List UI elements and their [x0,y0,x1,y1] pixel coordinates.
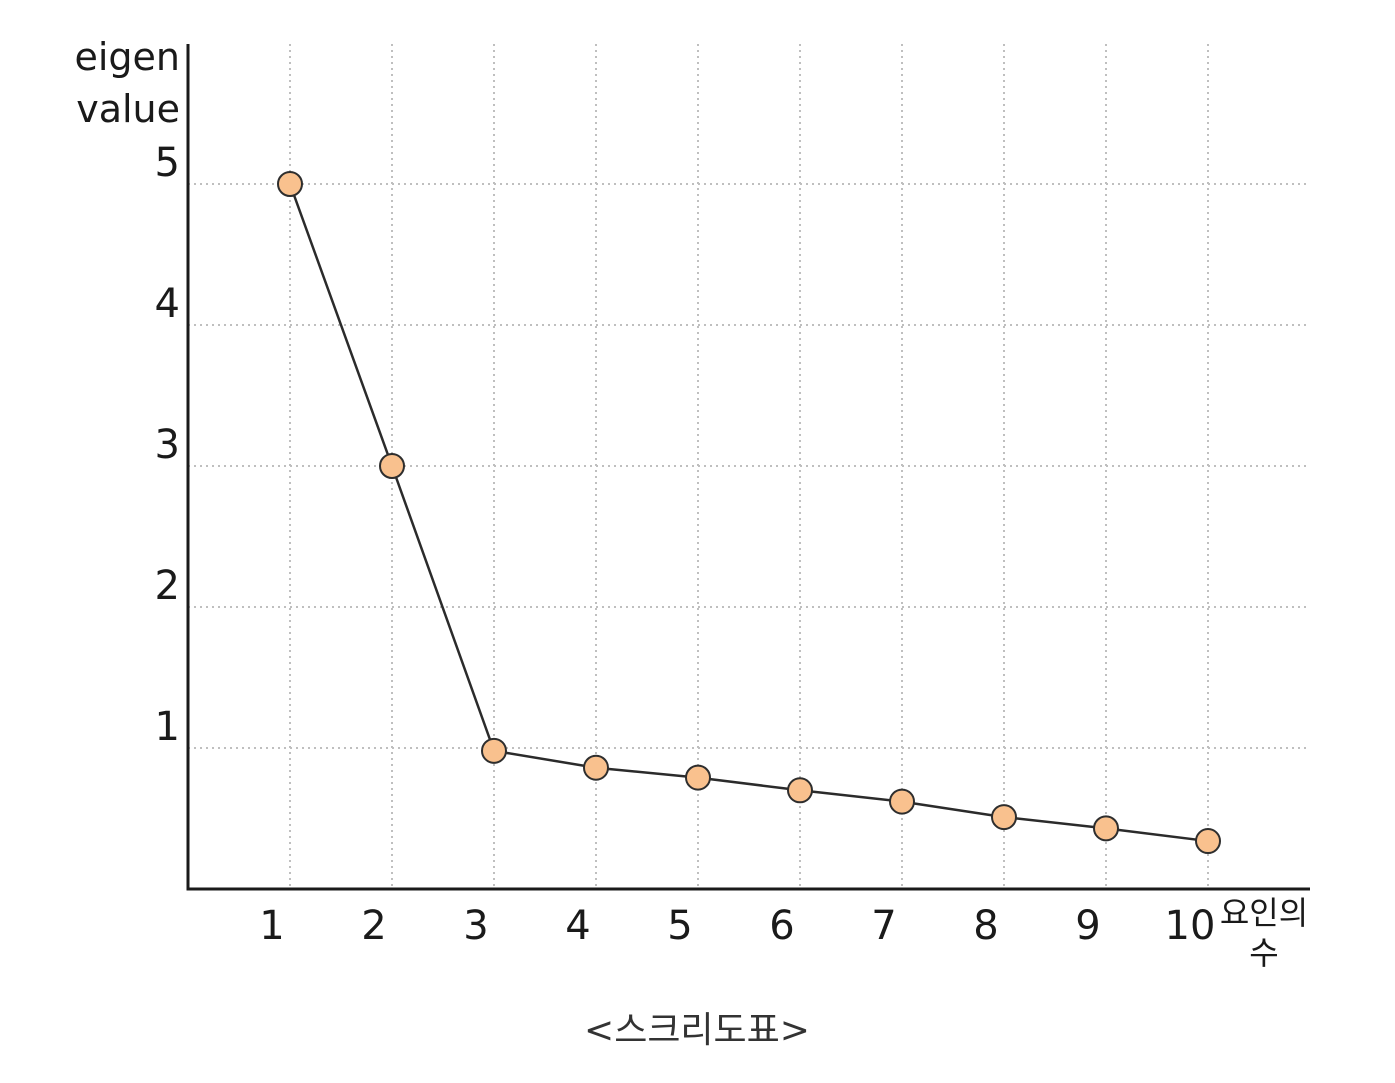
y-tick-label-1: 1 [155,704,180,750]
data-point-7 [889,788,915,815]
x-tick-label-10: 10 [1165,903,1216,949]
x-tick-label-9: 9 [1075,903,1100,949]
eigenvalue-series [277,171,1221,855]
x-tick-label-3: 3 [463,903,488,949]
chart-caption: <스크리도표> [584,1010,810,1051]
data-point-3 [481,737,507,764]
x-tick-label-6: 6 [769,903,794,949]
data-point-5 [685,764,711,791]
x-axis-title-line-2: 수 [1249,934,1278,972]
tick-labels: 1 2 3 4 5 1 2 3 4 5 6 7 8 9 10 [155,140,1216,949]
y-axis-title-line-2: value [76,87,180,131]
grid [188,44,1310,889]
data-point-8 [991,804,1017,831]
data-point-4 [583,754,609,781]
x-axis-title-line-1: 요인의 [1220,894,1308,932]
x-tick-label-7: 7 [871,903,896,949]
data-point-1 [277,171,303,197]
y-tick-label-4: 4 [155,281,180,327]
y-axis-title-line-1: eigen [74,35,180,79]
x-tick-label-1: 1 [259,903,284,949]
data-point-9 [1093,815,1119,842]
x-tick-label-2: 2 [361,903,386,949]
y-tick-label-5: 5 [155,140,180,186]
axes [186,44,1310,891]
data-point-10 [1195,828,1221,855]
x-tick-label-8: 8 [973,903,998,949]
data-point-2 [379,453,405,479]
y-tick-label-3: 3 [155,422,180,468]
series-line [288,183,1209,843]
x-tick-label-4: 4 [565,903,590,949]
y-tick-label-2: 2 [155,563,180,609]
x-tick-label-5: 5 [667,903,692,949]
data-point-6 [787,777,813,804]
